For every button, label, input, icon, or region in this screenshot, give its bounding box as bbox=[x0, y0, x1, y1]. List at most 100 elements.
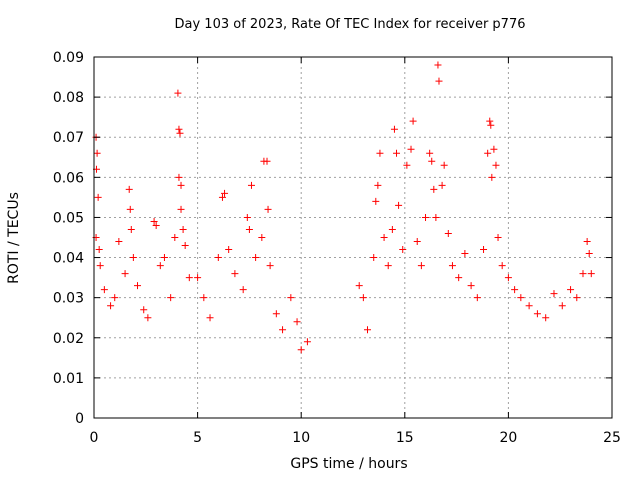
data-point bbox=[115, 238, 123, 246]
data-point bbox=[473, 294, 481, 302]
data-point bbox=[160, 254, 168, 262]
y-tick-label: 0.02 bbox=[53, 331, 84, 347]
y-tick-label: 0.09 bbox=[53, 50, 84, 66]
data-point bbox=[390, 125, 398, 133]
data-point bbox=[395, 201, 403, 209]
data-point bbox=[179, 225, 187, 233]
data-point bbox=[525, 302, 533, 310]
data-point bbox=[167, 294, 175, 302]
data-point bbox=[455, 274, 463, 282]
data-point bbox=[399, 246, 407, 254]
data-point bbox=[125, 185, 133, 193]
data-point bbox=[171, 234, 179, 241]
data-point bbox=[221, 189, 229, 197]
data-point bbox=[488, 173, 496, 181]
data-point bbox=[430, 185, 438, 193]
x-axis-label: GPS time / hours bbox=[290, 456, 408, 472]
data-point bbox=[364, 326, 372, 334]
data-point bbox=[409, 117, 417, 125]
data-point bbox=[174, 89, 182, 97]
data-point bbox=[504, 274, 512, 282]
data-point bbox=[432, 213, 440, 221]
data-point bbox=[444, 229, 452, 237]
plot-frame bbox=[93, 56, 613, 419]
data-point bbox=[583, 238, 591, 246]
data-point bbox=[150, 217, 158, 225]
data-point bbox=[448, 262, 456, 270]
data-point bbox=[111, 294, 119, 302]
data-point bbox=[177, 181, 185, 189]
data-point bbox=[558, 302, 566, 310]
data-point bbox=[517, 294, 525, 302]
x-tick-label: 25 bbox=[603, 430, 621, 446]
data-point bbox=[266, 262, 274, 270]
data-point bbox=[372, 197, 380, 205]
data-point bbox=[100, 286, 108, 294]
data-point bbox=[214, 254, 222, 262]
data-point bbox=[177, 205, 185, 213]
data-point bbox=[152, 221, 160, 229]
chart-title: Day 103 of 2023, Rate Of TEC Index for r… bbox=[174, 17, 526, 32]
y-tick-label: 0.06 bbox=[53, 170, 84, 186]
data-point bbox=[264, 205, 272, 213]
data-point bbox=[176, 129, 184, 137]
data-point bbox=[94, 193, 102, 201]
data-point bbox=[245, 225, 253, 233]
data-point bbox=[225, 246, 233, 254]
y-tick-label: 0.05 bbox=[53, 210, 84, 226]
data-point bbox=[181, 242, 189, 250]
data-point bbox=[127, 225, 135, 233]
data-point bbox=[287, 294, 295, 302]
data-point bbox=[384, 262, 392, 270]
data-point bbox=[467, 282, 475, 290]
data-point bbox=[185, 274, 193, 282]
x-tick-label: 0 bbox=[90, 430, 99, 446]
data-point bbox=[484, 149, 492, 157]
data-point bbox=[380, 234, 388, 241]
data-point bbox=[393, 149, 401, 157]
data-point bbox=[121, 270, 129, 278]
data-point bbox=[355, 282, 363, 290]
data-point bbox=[542, 314, 550, 322]
data-point bbox=[486, 117, 494, 125]
data-point bbox=[272, 310, 280, 318]
data-point bbox=[573, 294, 581, 302]
data-point bbox=[107, 302, 115, 310]
data-point bbox=[579, 270, 587, 278]
data-point bbox=[550, 290, 558, 298]
data-point bbox=[417, 262, 425, 270]
data-point bbox=[247, 181, 255, 189]
data-point bbox=[487, 121, 495, 129]
data-point bbox=[370, 254, 378, 262]
data-point bbox=[95, 246, 103, 254]
data-point bbox=[587, 270, 595, 278]
data-point bbox=[297, 346, 305, 354]
data-point bbox=[388, 225, 396, 233]
x-tick-label: 10 bbox=[292, 430, 310, 446]
data-point bbox=[440, 161, 448, 169]
data-point bbox=[293, 318, 301, 326]
data-point bbox=[96, 262, 104, 270]
data-markers bbox=[92, 61, 595, 354]
data-point bbox=[239, 286, 247, 294]
data-point bbox=[231, 270, 239, 278]
data-point bbox=[585, 250, 593, 258]
data-point bbox=[438, 181, 446, 189]
data-point bbox=[426, 149, 434, 157]
data-point bbox=[374, 181, 382, 189]
y-tick-label: 0.04 bbox=[53, 251, 84, 267]
data-point bbox=[279, 326, 287, 334]
data-point bbox=[403, 161, 411, 169]
x-tick-label: 20 bbox=[499, 430, 517, 446]
y-tick-label: 0.08 bbox=[53, 90, 84, 106]
data-point bbox=[407, 145, 415, 153]
x-tick-label: 5 bbox=[193, 430, 202, 446]
data-point bbox=[490, 145, 498, 153]
data-point bbox=[126, 205, 134, 213]
data-point bbox=[206, 314, 214, 322]
data-point bbox=[428, 157, 436, 165]
data-point bbox=[175, 125, 183, 133]
data-point bbox=[567, 286, 575, 294]
data-point bbox=[480, 246, 488, 254]
y-tick-label: 0 bbox=[75, 411, 84, 427]
